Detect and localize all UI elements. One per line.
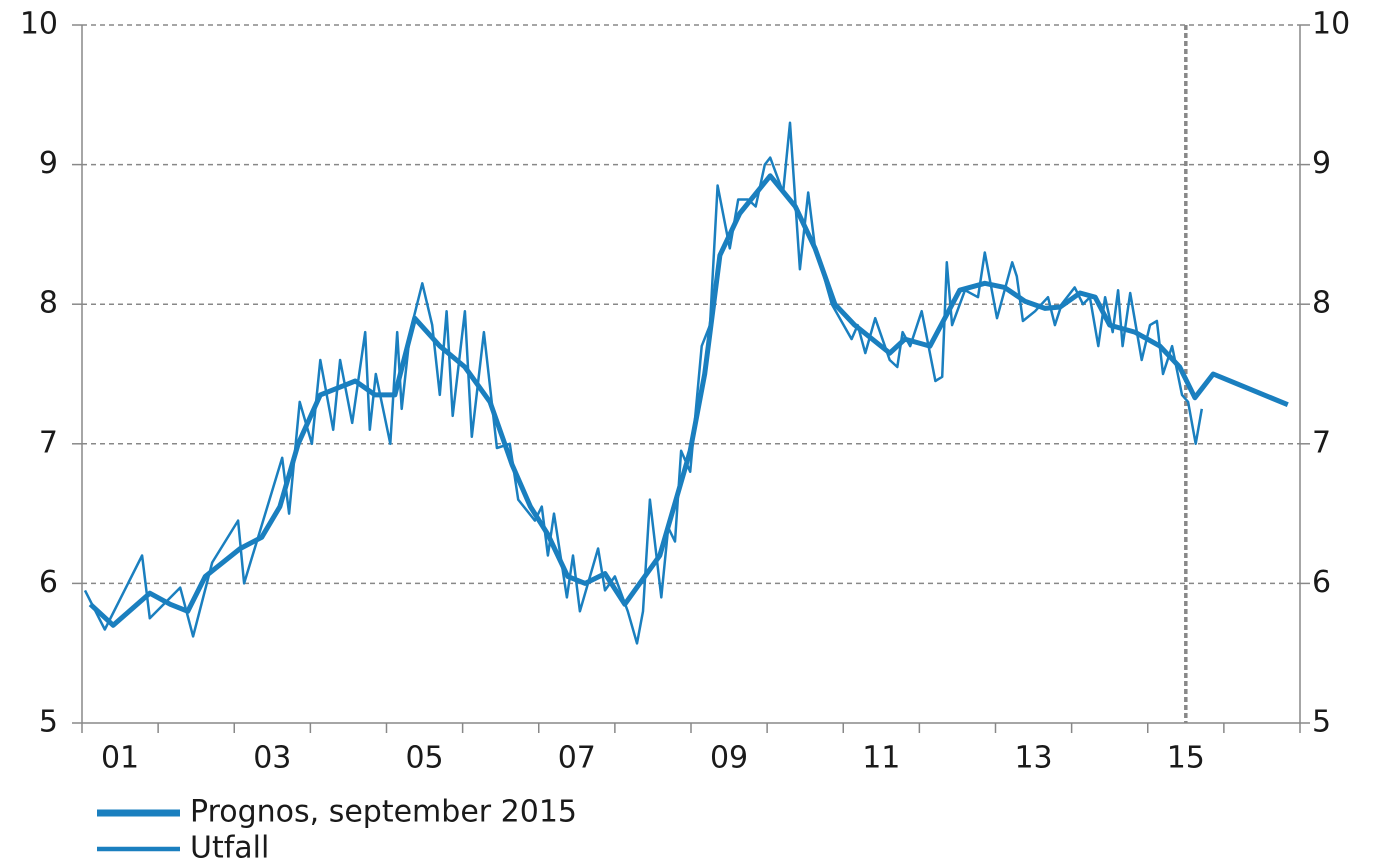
legend-label: Prognos, september 2015 bbox=[190, 795, 577, 830]
y-tick-label: 10 bbox=[20, 7, 58, 42]
x-tick-label: 05 bbox=[405, 741, 443, 776]
series-line bbox=[88, 173, 1289, 628]
x-tick-label: 09 bbox=[710, 741, 748, 776]
y2-tick-label: 6 bbox=[1312, 565, 1331, 600]
y-tick-label: 5 bbox=[39, 705, 58, 740]
y2-tick-label: 7 bbox=[1312, 425, 1331, 460]
y-tick-label: 7 bbox=[39, 425, 58, 460]
x-tick-label: 01 bbox=[101, 741, 139, 776]
series-line bbox=[83, 121, 1204, 645]
y2-tick-label: 8 bbox=[1312, 286, 1331, 321]
legend-label: Utfall bbox=[190, 831, 269, 866]
y2-tick-label: 5 bbox=[1312, 705, 1331, 740]
x-tick-label: 07 bbox=[558, 741, 596, 776]
y2-tick-label: 9 bbox=[1312, 146, 1331, 181]
y-tick-label: 6 bbox=[39, 565, 58, 600]
x-tick-label: 11 bbox=[862, 741, 900, 776]
y-tick-label: 8 bbox=[39, 286, 58, 321]
x-tick-label: 13 bbox=[1014, 741, 1052, 776]
y-tick-label: 9 bbox=[39, 146, 58, 181]
x-tick-label: 03 bbox=[253, 741, 291, 776]
x-tick-label: 15 bbox=[1167, 741, 1205, 776]
y2-tick-label: 10 bbox=[1312, 7, 1350, 42]
